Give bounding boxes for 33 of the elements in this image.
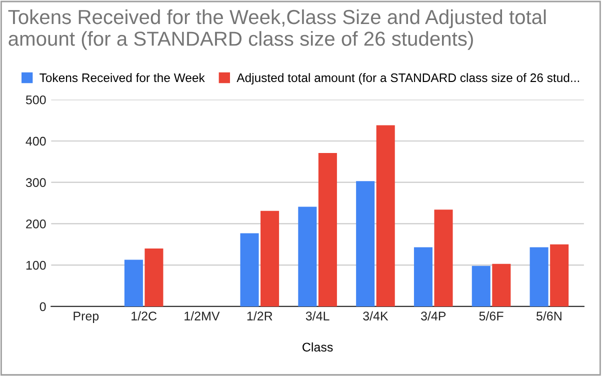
x-tick-label: 3/4K bbox=[363, 311, 388, 320]
bar bbox=[472, 266, 490, 306]
legend-label: Adjusted total amount (for a STANDARD class size of 26 stud... bbox=[236, 73, 580, 85]
bar bbox=[530, 247, 548, 306]
bar bbox=[434, 210, 453, 306]
bar bbox=[260, 210, 280, 306]
x-tick-label: 5/6F bbox=[479, 311, 504, 320]
y-tick-label: 400 bbox=[26, 136, 46, 146]
bar bbox=[356, 181, 375, 306]
x-axis-title: Class bbox=[302, 342, 333, 352]
bar bbox=[414, 247, 433, 306]
bar bbox=[240, 233, 259, 306]
bar bbox=[318, 152, 337, 306]
x-tick-label: 1/2R bbox=[247, 311, 272, 320]
x-tick-label: 3/4P bbox=[420, 311, 446, 320]
x-tick-label: 5/6N bbox=[536, 311, 562, 320]
y-tick-label: 500 bbox=[26, 95, 46, 104]
bar bbox=[550, 244, 569, 306]
legend-label: Tokens Received for the Week bbox=[40, 73, 205, 82]
bar bbox=[376, 125, 395, 306]
y-tick-label: 100 bbox=[26, 260, 46, 270]
y-tick-label: 0 bbox=[40, 302, 46, 312]
x-tick-label: Prep bbox=[74, 312, 99, 323]
bar bbox=[124, 260, 143, 306]
chart-title: Tokens Received for the Week,Class Size and Adjusted total amount (for a STANDARD class size of 26 students) bbox=[8, 9, 546, 50]
y-tick-label: 200 bbox=[26, 220, 46, 228]
bar bbox=[298, 206, 317, 306]
x-tick-label: 1/2C bbox=[132, 311, 157, 320]
bar bbox=[144, 248, 164, 306]
x-tick-label: 3/4L bbox=[306, 311, 330, 320]
y-tick-label: 300 bbox=[26, 178, 46, 188]
bar bbox=[492, 264, 511, 306]
x-tick-label: 1/2MV bbox=[184, 311, 220, 320]
